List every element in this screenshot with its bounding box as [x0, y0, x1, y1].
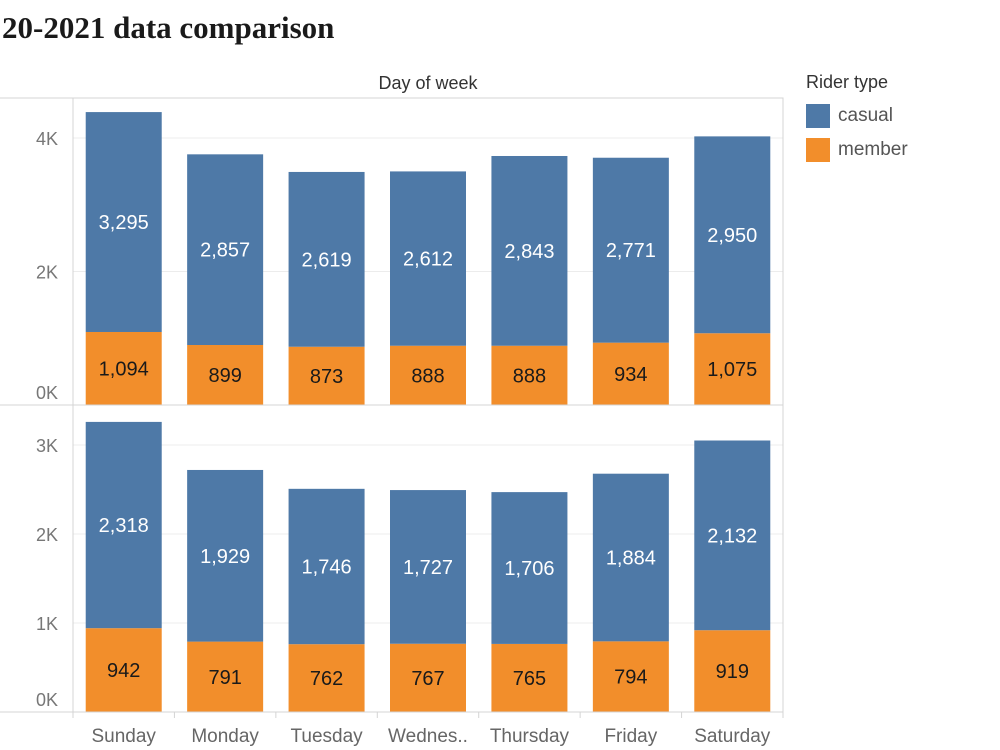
legend-swatch-member — [806, 138, 830, 162]
bar-casual — [288, 171, 365, 347]
data-label-casual: 1,727 — [403, 557, 453, 579]
bar-member — [288, 346, 365, 405]
x-tick-label: Tuesday — [290, 726, 363, 747]
bar-member — [187, 345, 264, 405]
bar-casual — [491, 492, 568, 644]
x-tick-label: Friday — [604, 726, 657, 747]
legend-item-casual[interactable]: casual — [806, 99, 908, 133]
y-tick-label: 0K — [36, 383, 58, 403]
bar-member — [592, 641, 669, 712]
bar-casual — [187, 469, 264, 642]
y-tick-label: 4K — [36, 129, 58, 149]
data-label-casual: 1,929 — [200, 546, 250, 568]
data-label-casual: 1,884 — [606, 548, 656, 570]
bar-casual — [491, 155, 568, 346]
bar-member — [390, 345, 466, 405]
bar-member — [694, 333, 771, 405]
bar-casual — [187, 154, 264, 346]
y-tick-label: 2K — [36, 263, 58, 283]
bar-casual — [288, 488, 365, 645]
x-tick-label: Monday — [191, 726, 259, 747]
y-tick-label: 2K — [36, 525, 58, 545]
data-label-casual: 2,612 — [403, 249, 453, 271]
data-label-casual: 2,950 — [707, 225, 757, 247]
data-label-member: 1,075 — [707, 359, 757, 381]
data-label-member: 1,094 — [99, 358, 149, 380]
x-tick-label: Sunday — [91, 726, 156, 747]
data-label-casual: 2,132 — [707, 525, 757, 547]
bar-member — [85, 628, 162, 712]
data-label-member: 934 — [614, 364, 647, 386]
data-label-casual: 3,295 — [99, 212, 149, 234]
x-tick-label: Wednes.. — [388, 726, 468, 747]
data-label-member: 888 — [411, 365, 444, 387]
legend-swatch-casual — [806, 104, 830, 128]
legend-label-member: member — [838, 139, 908, 160]
data-label-casual: 1,706 — [504, 558, 554, 580]
bar-casual — [694, 440, 771, 631]
legend-item-member[interactable]: member — [806, 133, 908, 167]
bar-member — [85, 331, 162, 405]
data-label-member: 899 — [208, 365, 241, 387]
page-title: 20-2021 data comparison — [2, 10, 335, 45]
bar-casual — [85, 421, 162, 629]
y-tick-label: 0K — [36, 690, 58, 710]
legend-label-casual: casual — [838, 105, 893, 126]
bar-casual — [390, 171, 466, 346]
y-tick-label: 1K — [36, 614, 58, 634]
data-label-casual: 2,843 — [504, 241, 554, 263]
bar-member — [592, 342, 669, 405]
bar-member — [491, 345, 568, 405]
bar-casual — [85, 112, 162, 332]
data-label-member: 888 — [513, 365, 546, 387]
data-label-casual: 2,857 — [200, 240, 250, 262]
bar-casual — [592, 157, 669, 343]
bar-member — [187, 641, 264, 712]
bar-casual — [694, 136, 771, 334]
data-label-member: 942 — [107, 660, 140, 682]
bar-member — [491, 643, 568, 712]
legend-title: Rider type — [806, 72, 889, 92]
data-label-member: 791 — [208, 667, 241, 689]
bar-member — [694, 630, 771, 712]
data-label-member: 794 — [614, 667, 647, 689]
data-label-member: 873 — [310, 366, 343, 388]
bar-member — [288, 644, 365, 712]
data-label-casual: 2,771 — [606, 240, 656, 262]
column-header: Day of week — [378, 73, 478, 93]
data-label-member: 762 — [310, 668, 343, 690]
y-tick-label: 3K — [36, 436, 58, 456]
data-label-member: 919 — [716, 661, 749, 683]
legend: Rider type casual member — [806, 72, 908, 167]
bar-member — [390, 643, 466, 712]
panel-frame-2 — [72, 404, 784, 713]
data-label-member: 767 — [411, 668, 444, 690]
bar-casual — [390, 490, 466, 644]
data-label-casual: 1,746 — [302, 557, 352, 579]
x-tick-label: Saturday — [694, 726, 771, 747]
stacked-bar-chart: Day of week 0K 2K 4K 1,094 3,295 899 2,857 873 2,… — [0, 73, 784, 747]
data-label-member: 765 — [513, 668, 546, 690]
bar-casual — [592, 473, 669, 642]
data-label-casual: 2,318 — [99, 515, 149, 537]
data-label-casual: 2,619 — [302, 249, 352, 271]
x-tick-label: Thursday — [490, 726, 570, 747]
